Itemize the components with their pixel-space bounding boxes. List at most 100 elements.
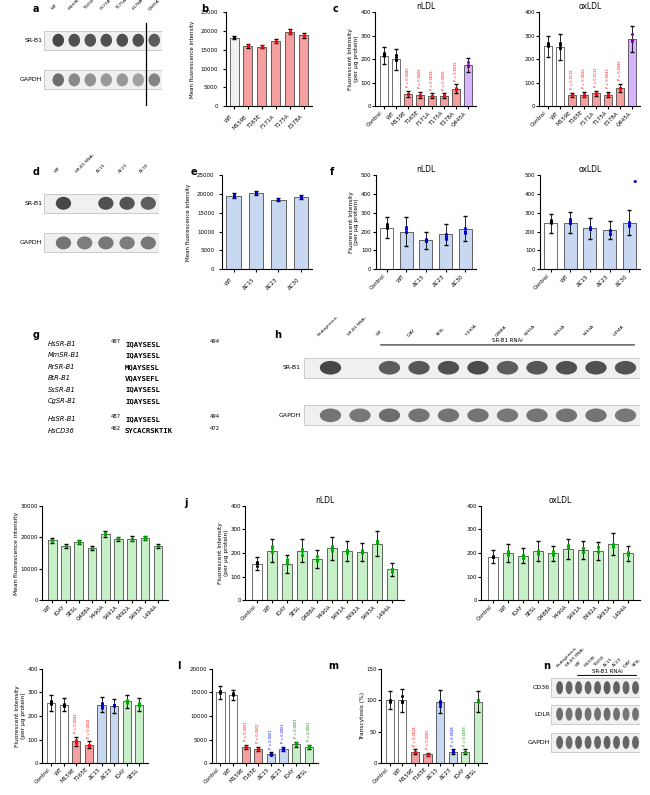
Point	[554, 37, 565, 49]
Point	[462, 60, 473, 72]
Point	[439, 89, 449, 102]
Point	[473, 694, 483, 707]
Point	[291, 738, 301, 750]
Ellipse shape	[53, 33, 64, 47]
Text: Endogenous: Endogenous	[317, 315, 339, 337]
Point	[60, 539, 71, 552]
Point	[73, 536, 84, 549]
Ellipse shape	[556, 361, 577, 374]
Point	[627, 34, 637, 47]
Point	[624, 215, 634, 228]
Bar	[411, 752, 419, 763]
Point	[378, 48, 389, 60]
Point	[253, 743, 263, 755]
Text: Endogenous: Endogenous	[555, 646, 577, 668]
Point	[273, 193, 283, 206]
Point	[291, 737, 301, 750]
Point	[296, 190, 306, 203]
Point	[251, 186, 261, 199]
FancyBboxPatch shape	[304, 358, 640, 378]
Ellipse shape	[140, 197, 156, 210]
Bar	[423, 754, 432, 763]
Point	[627, 34, 637, 47]
FancyBboxPatch shape	[44, 71, 162, 89]
Text: SYCACRSKTIK: SYCACRSKTIK	[125, 428, 173, 434]
Bar	[580, 95, 588, 107]
Point	[240, 741, 251, 754]
Bar	[280, 749, 287, 763]
Point	[113, 532, 124, 545]
Bar	[544, 223, 557, 270]
Bar	[400, 231, 413, 270]
Point	[593, 541, 603, 553]
Point	[251, 187, 261, 200]
Text: 487: 487	[111, 414, 121, 419]
Ellipse shape	[615, 361, 636, 374]
Point	[96, 697, 107, 710]
Point	[84, 739, 94, 752]
Text: P = 0.0015: P = 0.0015	[454, 61, 458, 80]
Text: e: e	[190, 168, 197, 177]
Ellipse shape	[594, 681, 601, 694]
Point	[270, 35, 281, 48]
Point	[46, 695, 57, 708]
Point	[415, 90, 425, 103]
Title: nLDL: nLDL	[416, 2, 436, 11]
Point	[240, 740, 251, 753]
Point	[554, 39, 565, 52]
Text: f: f	[330, 168, 335, 177]
Point	[134, 698, 144, 711]
Point	[304, 740, 314, 753]
Text: WT: WT	[575, 660, 582, 668]
Text: S493A: S493A	[582, 324, 595, 337]
Ellipse shape	[320, 361, 341, 374]
Text: P = 0.0111: P = 0.0111	[594, 67, 598, 87]
Point	[488, 550, 499, 563]
Text: P < 0.0001: P < 0.0001	[294, 719, 298, 738]
Text: SsSR-B1: SsSR-B1	[48, 386, 76, 393]
Point	[285, 25, 295, 37]
Point	[585, 223, 595, 235]
Ellipse shape	[320, 409, 341, 422]
Bar	[47, 703, 55, 763]
Bar	[556, 48, 564, 107]
Point	[267, 545, 278, 557]
Bar	[123, 701, 131, 763]
Point	[285, 26, 295, 39]
FancyBboxPatch shape	[44, 234, 159, 252]
Point	[153, 540, 163, 553]
Point	[228, 688, 239, 701]
Point	[304, 740, 314, 753]
Point	[71, 735, 81, 748]
Point	[410, 746, 420, 758]
Point	[533, 547, 543, 560]
Point	[385, 696, 395, 708]
Point	[518, 549, 528, 562]
Text: d: d	[33, 168, 40, 177]
FancyBboxPatch shape	[44, 194, 159, 213]
Text: P < 0.0001: P < 0.0001	[256, 723, 260, 743]
Bar	[135, 704, 144, 763]
Point	[488, 551, 499, 564]
Bar	[294, 197, 308, 270]
Point	[298, 29, 309, 42]
Bar	[592, 93, 600, 107]
Point	[253, 743, 263, 755]
Point	[387, 562, 397, 575]
Point	[545, 215, 556, 228]
Ellipse shape	[120, 197, 135, 210]
Text: SESL: SESL	[631, 657, 642, 668]
Title: nLDL: nLDL	[416, 165, 436, 174]
Bar	[448, 752, 457, 763]
Text: IQAY: IQAY	[622, 658, 632, 668]
Title: oxLDL: oxLDL	[578, 165, 601, 174]
FancyBboxPatch shape	[44, 31, 162, 49]
Ellipse shape	[77, 236, 92, 250]
Point	[291, 738, 301, 750]
Point	[215, 684, 226, 697]
Bar	[229, 37, 239, 107]
Point	[460, 746, 471, 758]
Point	[357, 545, 367, 557]
Point	[439, 88, 449, 101]
Point	[397, 696, 408, 708]
